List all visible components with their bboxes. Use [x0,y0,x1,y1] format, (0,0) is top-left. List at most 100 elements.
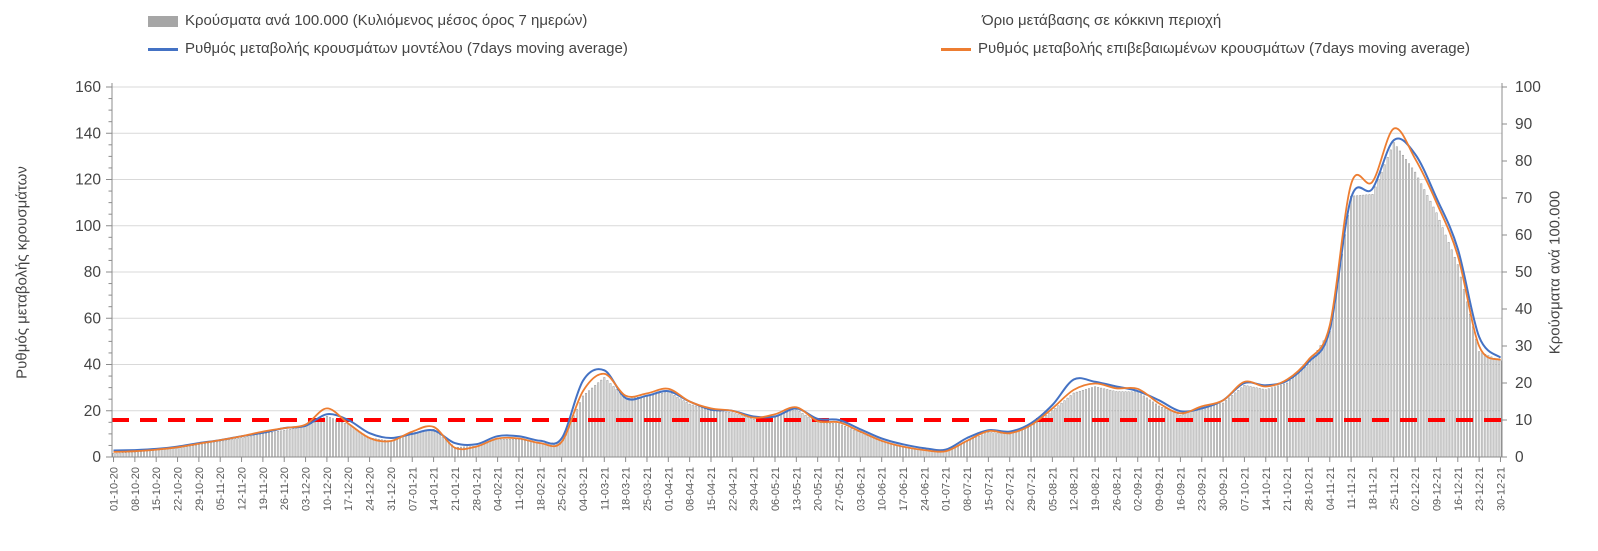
chart-legend: Κρούσματα ανά 100.000 (Κυλιόμενος μέσος … [0,0,1598,64]
legend-item-cases-per-100k: Κρούσματα ανά 100.000 (Κυλιόμενος μέσος … [148,11,587,31]
legend-item-red-threshold: Όριο μετάβασης σε κόκκινη περιοχή [941,11,1221,31]
svg-text:21-10-21: 21-10-21 [1282,467,1294,511]
svg-text:19-08-21: 19-08-21 [1090,467,1102,511]
svg-text:16-09-21: 16-09-21 [1175,467,1187,511]
svg-text:04-02-21: 04-02-21 [493,467,505,511]
svg-text:120: 120 [75,172,101,189]
svg-text:29-07-21: 29-07-21 [1026,467,1038,511]
svg-text:20: 20 [1515,375,1533,392]
svg-text:28-01-21: 28-01-21 [471,467,483,511]
legend-label-confirmed: Ρυθμός μεταβολής επιβεβαιωμένων κρουσμάτ… [978,40,1470,57]
svg-text:01-04-21: 01-04-21 [663,467,675,511]
svg-text:04-11-21: 04-11-21 [1325,467,1337,510]
svg-text:18-03-21: 18-03-21 [621,467,633,511]
legend-item-model-rate: Ρυθμός μεταβολής κρουσμάτων μοντέλου (7d… [148,39,628,59]
svg-text:03-12-20: 03-12-20 [301,467,313,511]
svg-text:15-04-21: 15-04-21 [706,467,718,511]
svg-text:10-12-20: 10-12-20 [322,467,334,511]
right-axis-ticks: 0 10 20 30 40 50 60 70 80 90 100 [1502,79,1541,466]
svg-text:07-10-21: 07-10-21 [1239,467,1251,511]
svg-text:11-11-21: 11-11-21 [1346,467,1358,509]
left-axis-ticks: 0 20 40 60 80 100 120 140 160 [75,79,112,466]
bars-series-cases-per-100k [112,142,1502,458]
line-swatch-icon [148,47,178,51]
svg-text:24-06-21: 24-06-21 [919,467,931,511]
svg-text:31-12-20: 31-12-20 [386,467,398,511]
svg-text:09-09-21: 09-09-21 [1154,467,1166,511]
svg-text:60: 60 [84,310,102,327]
svg-text:12-08-21: 12-08-21 [1069,467,1081,511]
svg-text:15-07-21: 15-07-21 [983,467,995,511]
svg-text:25-11-21: 25-11-21 [1389,467,1401,510]
svg-text:14-10-21: 14-10-21 [1261,467,1273,511]
svg-text:30: 30 [1515,338,1533,355]
svg-text:10: 10 [1515,412,1533,429]
svg-text:30-12-21: 30-12-21 [1495,467,1507,511]
svg-text:17-06-21: 17-06-21 [898,467,910,511]
svg-text:16-12-21: 16-12-21 [1453,467,1465,511]
svg-text:40: 40 [84,357,102,374]
svg-text:60: 60 [1515,227,1533,244]
x-axis-labels: 01-10-20 08-10-20 15-10-20 22-10-20 29-10-20… [109,457,1507,511]
svg-text:04-03-21: 04-03-21 [578,467,590,511]
svg-text:06-05-21: 06-05-21 [770,467,782,511]
svg-text:08-07-21: 08-07-21 [962,467,974,511]
svg-text:18-11-21: 18-11-21 [1367,467,1379,510]
svg-text:29-04-21: 29-04-21 [749,467,761,511]
bar-swatch-icon [148,15,178,27]
svg-text:40: 40 [1515,301,1533,318]
svg-text:80: 80 [1515,153,1533,170]
svg-text:28-10-21: 28-10-21 [1303,467,1315,511]
svg-text:50: 50 [1515,264,1533,281]
svg-text:15-10-20: 15-10-20 [151,467,163,511]
svg-text:22-10-20: 22-10-20 [173,467,185,511]
svg-text:100: 100 [1515,79,1541,96]
svg-text:21-01-21: 21-01-21 [450,467,462,511]
svg-text:70: 70 [1515,190,1533,207]
svg-text:19-11-20: 19-11-20 [258,467,270,510]
svg-text:17-12-20: 17-12-20 [343,467,355,511]
svg-text:08-10-20: 08-10-20 [130,467,142,511]
line-swatch-icon [941,47,971,51]
svg-text:02-12-21: 02-12-21 [1410,467,1422,511]
legend-label-model: Ρυθμός μεταβολής κρουσμάτων μοντέλου (7d… [185,40,628,57]
svg-text:11-02-21: 11-02-21 [514,467,526,510]
svg-text:23-12-21: 23-12-21 [1474,467,1486,511]
svg-text:01-10-20: 01-10-20 [109,467,121,511]
svg-text:03-06-21: 03-06-21 [855,467,867,511]
svg-text:140: 140 [75,125,101,142]
svg-text:30-09-21: 30-09-21 [1218,467,1230,511]
svg-text:22-07-21: 22-07-21 [1005,467,1017,511]
svg-text:02-09-21: 02-09-21 [1133,467,1145,511]
legend-label-cases: Κρούσματα ανά 100.000 (Κυλιόμενος μέσος … [185,12,588,29]
svg-text:05-08-21: 05-08-21 [1047,467,1059,511]
svg-text:08-04-21: 08-04-21 [685,467,697,511]
svg-text:25-03-21: 25-03-21 [642,467,654,511]
svg-text:10-06-21: 10-06-21 [877,467,889,511]
svg-text:29-10-20: 29-10-20 [194,467,206,511]
svg-text:14-01-21: 14-01-21 [429,467,441,511]
svg-text:160: 160 [75,79,101,96]
svg-text:0: 0 [1515,449,1524,466]
svg-text:12-11-20: 12-11-20 [237,467,249,510]
svg-text:0: 0 [92,449,101,466]
svg-text:80: 80 [84,264,102,281]
svg-text:20: 20 [84,403,102,420]
legend-item-confirmed-rate: Ρυθμός μεταβολής επιβεβαιωμένων κρουσμάτ… [941,39,1470,59]
legend-label-threshold: Όριο μετάβασης σε κόκκινη περιοχή [982,12,1222,29]
svg-text:26-08-21: 26-08-21 [1111,467,1123,511]
svg-text:13-05-21: 13-05-21 [791,467,803,511]
svg-text:25-02-21: 25-02-21 [557,467,569,511]
svg-text:05-11-20: 05-11-20 [215,467,227,510]
svg-text:09-12-21: 09-12-21 [1431,467,1443,511]
svg-text:18-02-21: 18-02-21 [535,467,547,511]
svg-text:20-05-21: 20-05-21 [813,467,825,511]
svg-text:24-12-20: 24-12-20 [365,467,377,511]
svg-text:26-11-20: 26-11-20 [279,467,291,510]
gridlines [112,86,1502,412]
svg-text:90: 90 [1515,116,1533,133]
confirmed-rate-line [113,127,1501,453]
svg-text:01-07-21: 01-07-21 [941,467,953,511]
